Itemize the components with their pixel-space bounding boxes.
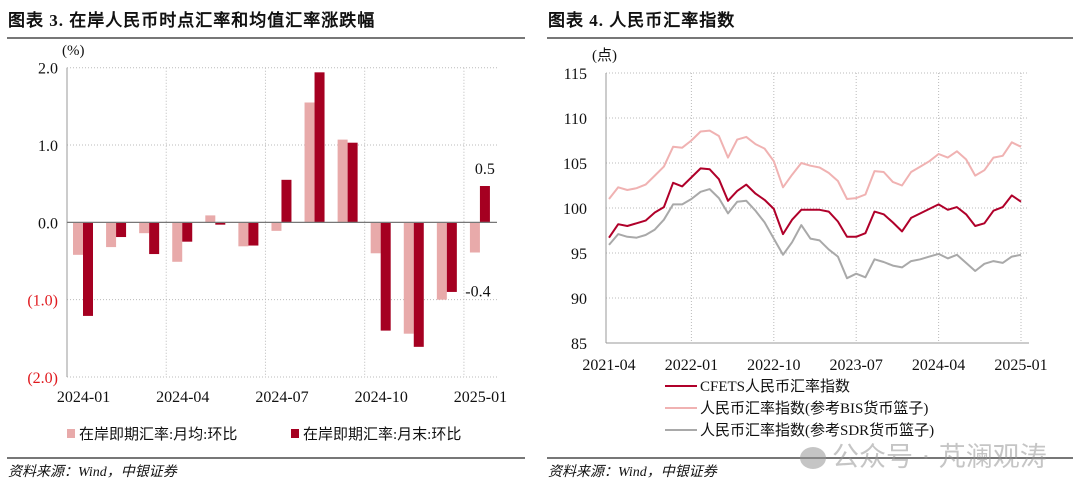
watermark: 公众号 · 芃澜观涛 [800, 444, 1047, 471]
y-tick-label: (2.0) [27, 370, 58, 387]
y-tick-label: 105 [563, 156, 587, 173]
right-chart-title: 图表 4. 人民币汇率指数 [548, 11, 736, 30]
x-tick-label: 2025-01 [454, 389, 507, 406]
bar-monthly-average-2024-11 [403, 222, 414, 334]
data-label: 0.5 [475, 161, 495, 178]
bar-monthly-average-2024-03 [139, 222, 150, 234]
bar-monthly-average-2024-07 [271, 222, 282, 231]
bar-monthly-average-2024-05 [205, 215, 216, 223]
bar-monthly-average-2024-12 [436, 222, 447, 300]
bar-month-end-2024-03 [149, 222, 160, 255]
left-footer-rule [7, 457, 525, 459]
y-tick-label: 90 [571, 291, 587, 308]
bar-chart: 2.0 1.0 0.0 (1.0) (2.0) 2024-01 2024-04 2024-07… [27, 43, 507, 443]
right-source-note: 资料来源：Wind，中银证券 [548, 465, 717, 480]
legend-label: 在岸即期汇率:月末:环比 [303, 426, 461, 443]
bar-monthly-average-2024-10 [370, 222, 381, 254]
y-tick-label: (1.0) [27, 293, 58, 310]
x-tick-label: 2024-04 [156, 389, 209, 406]
legend-label: 在岸即期汇率:月均:环比 [79, 426, 237, 443]
left-chart-title: 图表 3. 在岸人民币时点汇率和均值汇率涨跌幅 [8, 11, 376, 30]
x-tick-label: 2022-01 [665, 357, 718, 374]
y-axis-unit-label: (点) [592, 47, 617, 64]
y-tick-label: 100 [563, 201, 587, 218]
x-tick-label: 2024-10 [355, 389, 408, 406]
bar-month-end-2024-02 [116, 222, 127, 238]
bar-month-end-2024-07 [281, 179, 292, 223]
x-tick-label: 2024-04 [912, 357, 965, 374]
bar-month-end-2024-12 [446, 222, 457, 292]
x-tick-label: 2024-01 [57, 389, 110, 406]
y-tick-label: 95 [571, 246, 587, 263]
watermark-text: 公众号 · 芃澜观涛 [832, 442, 1047, 473]
data-label: -0.4 [465, 284, 490, 301]
y-tick-label: 1.0 [38, 138, 58, 155]
left-title-rule [7, 37, 525, 39]
x-tick-label: 2022-10 [747, 357, 800, 374]
legend-swatch [67, 429, 75, 438]
x-tick-label: 2021-04 [582, 357, 635, 374]
x-tick-label: 2025-01 [994, 357, 1047, 374]
y-tick-label: 0.0 [38, 215, 58, 232]
bar-monthly-average-2024-09 [337, 139, 348, 223]
series-line-cfets [608, 167, 1022, 239]
bar-month-end-2024-11 [413, 222, 424, 347]
bar-monthly-average-2024-04 [172, 222, 183, 262]
bar-month-end-2024-05 [215, 222, 226, 225]
bar-month-end-2024-08 [314, 72, 325, 223]
x-tick-label: 2023-07 [830, 357, 883, 374]
right-title-rule [547, 37, 1073, 39]
wechat-icon [800, 446, 826, 469]
legend-label: 人民币汇率指数(参考SDR货币篮子) [700, 421, 934, 439]
bar-monthly-average-2024-08 [304, 102, 315, 223]
y-axis-unit-label: (%) [62, 43, 85, 59]
bar-month-end-2025-01 [479, 186, 490, 223]
bar-monthly-average-2024-01 [73, 222, 83, 255]
series-line-bis [608, 129, 1022, 200]
bar-monthly-average-2024-06 [238, 222, 249, 247]
bar-month-end-2024-04 [182, 222, 193, 242]
legend-swatch [291, 429, 299, 438]
y-tick-label: 110 [564, 111, 587, 128]
bar-monthly-average-2025-01 [469, 222, 480, 253]
y-tick-label: 85 [571, 336, 587, 353]
bar-month-end-2024-10 [380, 222, 391, 331]
bar-month-end-2024-09 [347, 142, 358, 223]
y-tick-label: 2.0 [38, 61, 58, 78]
bar-monthly-average-2024-02 [106, 222, 117, 248]
legend-label: 人民币汇率指数(参考BIS货币篮子) [700, 399, 928, 417]
bar-month-end-2024-06 [248, 222, 259, 246]
legend-label: CFETS人民币汇率指数 [700, 378, 850, 395]
y-tick-label: 115 [564, 66, 587, 83]
x-tick-label: 2024-07 [255, 389, 308, 406]
left-source-note: 资料来源：Wind，中银证券 [8, 465, 177, 480]
bar-month-end-2024-01 [83, 222, 93, 316]
series-line-sdr [608, 188, 1022, 280]
